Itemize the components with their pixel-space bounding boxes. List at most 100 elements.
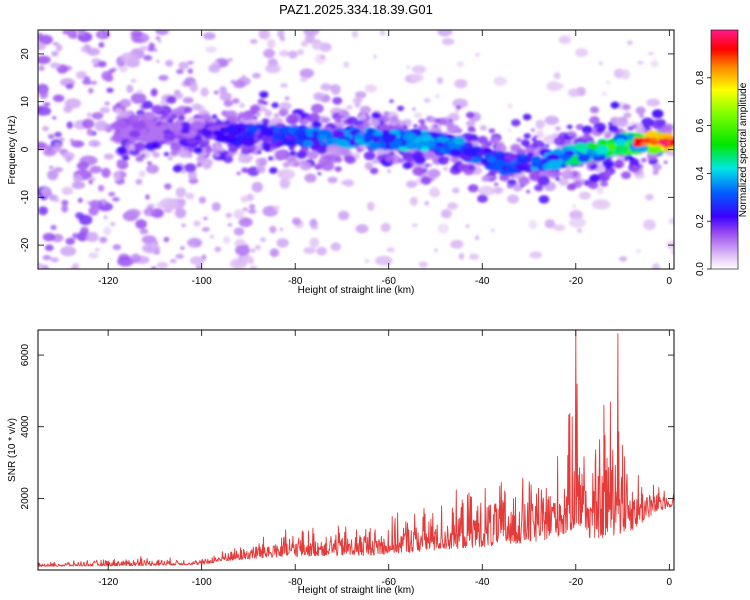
heatmap-halo-cell (553, 136, 566, 146)
heatmap-cells (38, 30, 674, 269)
heatmap-halo-cell (575, 124, 584, 131)
heatmap-noise-cell (299, 77, 309, 82)
heatmap-halo-cell (623, 112, 632, 119)
heatmap-halo-cell (506, 184, 513, 189)
heatmap-ridge-cell (530, 155, 542, 164)
heatmap-noise-cell (619, 256, 628, 262)
heatmap-halo-cell (402, 152, 416, 162)
heatmap-halo-cell (201, 158, 213, 168)
heatmap-halo-cell (622, 104, 631, 111)
heatmap-noise-cell (97, 60, 107, 68)
heatmap-noise-cell (91, 80, 97, 85)
heatmap-ridge-cell (241, 135, 255, 145)
heatmap-noise-cell (71, 140, 85, 148)
heatmap-halo-cell (354, 102, 361, 108)
heatmap-noise-cell (173, 90, 181, 94)
heatmap-noise-cell (474, 235, 480, 241)
bottom-x-axis-label: Height of straight line (km) (298, 585, 415, 596)
heatmap-halo-cell (288, 145, 295, 151)
heatmap-ridge-cell (215, 133, 229, 143)
heatmap-halo-cell (397, 105, 405, 112)
heatmap-noise-cell (219, 92, 232, 101)
heatmap-noise-cell (301, 40, 308, 47)
heatmap-noise-cell (434, 94, 440, 99)
heatmap-peak-cell (669, 140, 674, 145)
heatmap-noise-cell (44, 244, 54, 252)
heatmap-noise-cell (130, 79, 137, 83)
heatmap-noise-cell (47, 133, 55, 140)
heatmap-noise-cell (187, 237, 203, 248)
heatmap-noise-cell (225, 212, 233, 218)
heatmap-noise-cell (86, 231, 99, 243)
heatmap-halo-cell (116, 146, 128, 155)
heatmap-noise-cell (66, 121, 74, 129)
heatmap-noise-cell (38, 206, 48, 216)
heatmap-halo-cell (192, 103, 202, 111)
heatmap-halo-cell (256, 166, 266, 174)
heatmap-noise-cell (284, 96, 290, 101)
heatmap-halo-cell (247, 166, 260, 177)
heatmap-halo-cell (314, 163, 323, 170)
heatmap-noise-cell (151, 266, 157, 269)
heatmap-noise-cell (447, 202, 458, 210)
heatmap-halo-cell (555, 126, 561, 131)
heatmap-halo-cell (271, 102, 280, 109)
heatmap-halo-cell (477, 135, 488, 145)
heatmap-noise-cell (185, 192, 195, 200)
heatmap-noise-cell (42, 255, 52, 261)
y-tick-label: -20 (20, 237, 31, 252)
heatmap-noise-cell (38, 262, 44, 269)
heatmap-noise-cell (135, 178, 143, 185)
heatmap-ridge-cell (453, 136, 466, 145)
heatmap-noise-cell (130, 30, 143, 38)
x-tick-label: -80 (288, 276, 303, 287)
heatmap-halo-cell (533, 135, 538, 139)
heatmap-noise-cell (158, 75, 169, 81)
heatmap-ridge-cell (317, 134, 328, 141)
colorbar-frame (710, 29, 739, 270)
figure-title: PAZ1.2025.334.18.39.G01 (279, 2, 433, 17)
bottom-y-axis-label: SNR (10 * v/v) (7, 418, 18, 482)
heatmap-noise-cell (670, 249, 674, 255)
heatmap-noise-cell (248, 208, 257, 214)
heatmap-noise-cell (63, 105, 73, 113)
heatmap-halo-cell (628, 156, 635, 161)
heatmap-noise-cell (434, 248, 438, 253)
heatmap-noise-cell (553, 72, 561, 79)
heatmap-noise-cell (61, 199, 69, 206)
heatmap-noise-cell (195, 265, 203, 269)
heatmap-noise-cell (227, 58, 233, 62)
heatmap-halo-cell (477, 194, 488, 203)
heatmap-halo-cell (237, 154, 249, 164)
heatmap-ridge-cell (577, 153, 591, 163)
heatmap-noise-cell (627, 40, 633, 46)
heatmap-halo-cell (583, 131, 590, 137)
heatmap-noise-cell (59, 137, 65, 142)
colorbar-tick-label: 0.2 (695, 214, 706, 228)
heatmap-halo-cell (523, 133, 531, 139)
heatmap-noise-cell (61, 204, 69, 213)
heatmap-noise-cell (104, 101, 110, 106)
heatmap-halo-cell (418, 118, 426, 125)
heatmap-noise-cell (646, 98, 661, 107)
heatmap-ridge-cell (367, 134, 376, 140)
heatmap-halo-cell (213, 151, 220, 157)
heatmap-noise-cell (101, 198, 107, 205)
heatmap-halo-cell (641, 117, 654, 128)
heatmap-ridge-cell (163, 133, 176, 141)
heatmap-noise-cell (169, 259, 177, 263)
heatmap-ridge-cell (485, 153, 493, 158)
heatmap-noise-cell (254, 244, 261, 251)
heatmap-halo-cell (629, 164, 640, 173)
heatmap-ridge-cell (298, 133, 308, 140)
heatmap-halo-cell (588, 181, 599, 190)
heatmap-noise-cell (598, 61, 603, 65)
heatmap-halo-cell (534, 184, 544, 192)
heatmap-noise-cell (156, 30, 170, 36)
heatmap-ridge-cell (614, 138, 627, 146)
heatmap-noise-cell (99, 107, 111, 114)
heatmap-noise-cell (71, 181, 86, 190)
top-y-axis: -20 -10 0 10 20 (20, 48, 674, 252)
heatmap-halo-cell (163, 152, 170, 157)
heatmap-halo-cell (602, 159, 614, 169)
